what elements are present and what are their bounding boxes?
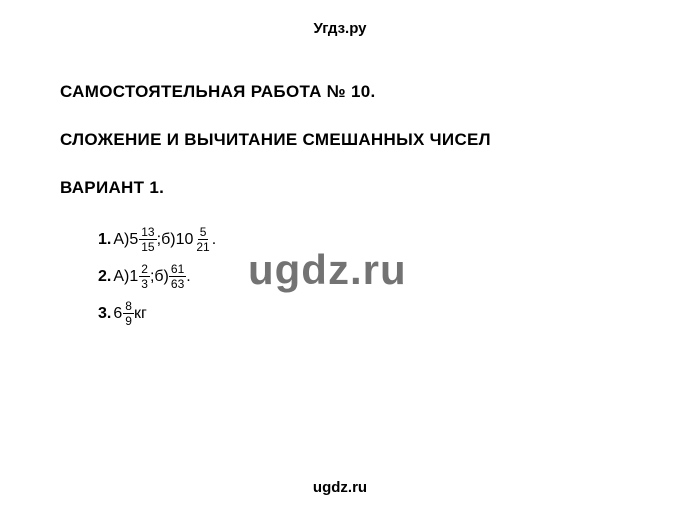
part-a-label: А) <box>113 231 129 249</box>
mixed-fraction: 1 2 3 <box>129 263 150 290</box>
fraction-denominator: 3 <box>139 277 150 290</box>
fraction-whole: 10 <box>176 231 194 249</box>
fraction-numerator: 5 <box>198 226 209 240</box>
answer-number: 1. <box>98 231 111 249</box>
footer-site-link: ugdz.ru <box>0 479 680 496</box>
fraction-denominator: 15 <box>139 240 156 253</box>
answer-line-1: 1. А) 5 13 15 ; б) 10 5 21 . <box>98 226 620 253</box>
fraction-denominator: 9 <box>123 314 134 327</box>
unit-label: кг <box>134 305 147 323</box>
line-end: . <box>212 231 216 249</box>
header-site-link: Угдз.ру <box>60 20 620 37</box>
variant-label: ВАРИАНТ 1. <box>60 178 620 198</box>
mixed-fraction: 5 13 15 <box>129 226 156 253</box>
line-end: . <box>186 268 190 286</box>
fraction: 61 63 <box>169 263 186 290</box>
fraction-numerator: 8 <box>123 300 134 314</box>
worksheet-title: САМОСТОЯТЕЛЬНАЯ РАБОТА № 10. <box>60 82 620 102</box>
answer-line-2: 2. А) 1 2 3 ; б) 61 63 . <box>98 263 620 290</box>
fraction: 8 9 <box>123 300 134 327</box>
mixed-fraction: 10 5 21 <box>176 226 212 253</box>
part-b-label: б) <box>161 231 176 249</box>
fraction: 5 21 <box>194 226 211 253</box>
answer-line-3: 3. 6 8 9 кг <box>98 300 620 327</box>
fraction-denominator: 63 <box>169 277 186 290</box>
fraction-numerator: 13 <box>139 226 156 240</box>
fraction: 2 3 <box>139 263 150 290</box>
part-a-label: А) <box>113 268 129 286</box>
part-b-label: б) <box>154 268 169 286</box>
answers-block: 1. А) 5 13 15 ; б) 10 5 21 . 2. А) 1 2 3 <box>60 226 620 327</box>
fraction-denominator: 21 <box>194 240 211 253</box>
fraction-numerator: 2 <box>139 263 150 277</box>
worksheet-subtitle: СЛОЖЕНИЕ И ВЫЧИТАНИЕ СМЕШАННЫХ ЧИСЕЛ <box>60 130 620 150</box>
fraction-whole: 6 <box>113 305 122 323</box>
answer-number: 2. <box>98 268 111 286</box>
fraction: 13 15 <box>139 226 156 253</box>
fraction-whole: 5 <box>129 231 138 249</box>
mixed-fraction: 6 8 9 <box>113 300 134 327</box>
fraction-numerator: 61 <box>169 263 186 277</box>
fraction-whole: 1 <box>129 268 138 286</box>
answer-number: 3. <box>98 305 111 323</box>
